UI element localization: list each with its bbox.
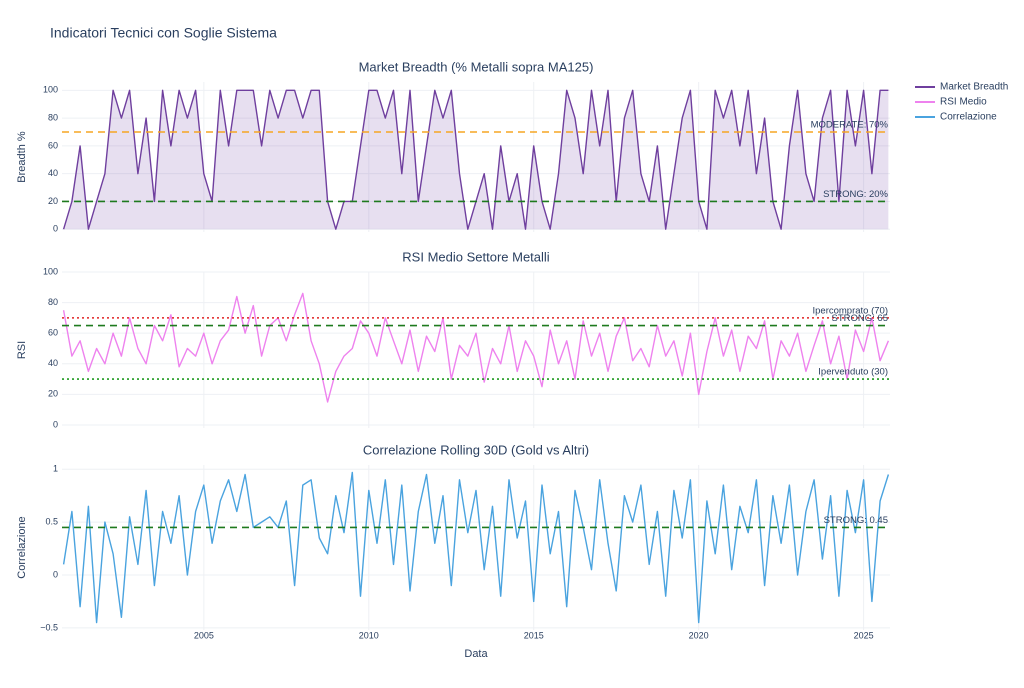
y-tick-label: 0 (53, 419, 58, 429)
x-tick-label: 2010 (359, 630, 379, 640)
threshold-label: STRONG: 65 (832, 313, 889, 324)
y-tick-label: 1 (53, 464, 58, 474)
figure-title: Indicatori Tecnici con Soglie Sistema (50, 25, 277, 41)
x-tick-label: 2020 (689, 630, 709, 640)
y-tick-label: 80 (48, 112, 58, 122)
y-axis-title: Breadth % (16, 131, 28, 183)
y-tick-label: 0 (53, 569, 58, 579)
x-axis-title: Data (464, 648, 488, 660)
x-tick-label: 2005 (194, 630, 214, 640)
y-tick-label: 60 (48, 328, 58, 338)
y-tick-label: 40 (48, 358, 58, 368)
threshold-label: STRONG: 0.45 (824, 515, 888, 526)
subplot-title: Correlazione Rolling 30D (Gold vs Altri) (363, 442, 589, 457)
y-tick-label: 60 (48, 140, 58, 150)
subplot-title: RSI Medio Settore Metalli (402, 249, 550, 264)
y-tick-label: 100 (43, 266, 58, 276)
x-tick-label: 2025 (854, 630, 874, 640)
y-tick-label: 100 (43, 85, 58, 95)
y-axis-title: Correlazione (16, 516, 28, 578)
series-line (62, 471, 890, 624)
y-tick-label: 0.5 (45, 516, 58, 526)
threshold-label: MODERATE: 70% (811, 120, 889, 131)
legend-label: RSI Medio (940, 97, 987, 108)
threshold-label: Ipercomprato (70) (812, 305, 888, 316)
y-tick-label: 20 (48, 389, 58, 399)
y-tick-label: 20 (48, 196, 58, 206)
y-axis-title: RSI (16, 341, 28, 359)
y-tick-label: 40 (48, 168, 58, 178)
threshold-label: STRONG: 20% (823, 189, 888, 200)
legend-label: Correlazione (940, 112, 997, 123)
legend-label: Market Breadth (940, 82, 1008, 93)
y-tick-label: −0.5 (40, 622, 58, 632)
area-fill (63, 90, 889, 230)
threshold-label: Ipervenduto (30) (818, 367, 888, 378)
y-tick-label: 0 (53, 224, 58, 234)
y-tick-label: 80 (48, 297, 58, 307)
x-tick-label: 2015 (524, 630, 544, 640)
series-line (62, 292, 890, 403)
subplot-title: Market Breadth (% Metalli sopra MA125) (359, 59, 594, 74)
